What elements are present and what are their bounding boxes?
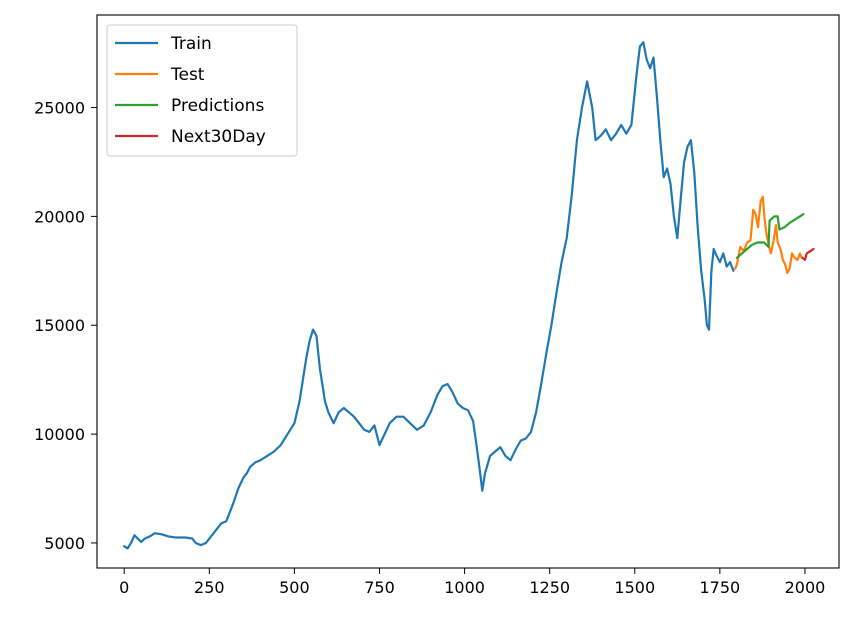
x-tick-label: 1250 [529,578,570,597]
x-tick-label: 1000 [444,578,485,597]
plot-frame [96,14,840,569]
legend-label-test: Test [170,65,205,85]
legend-label-predictions: Predictions [171,96,264,116]
series-line-next30day [801,247,815,261]
y-axis: 5000 10000 15000 20000 25000 [34,99,97,553]
x-tick-label: 2000 [785,578,826,597]
y-tick-label: 15000 [34,316,85,335]
y-tick-label: 25000 [34,99,85,118]
legend-box [106,24,298,157]
x-axis: 0 250 500 750 1000 1250 1500 1750 2000 [119,568,825,597]
y-tick-label: 5000 [44,534,85,553]
legend-label-train: Train [170,34,212,54]
x-tick-label: 250 [194,578,225,597]
x-tick-label: 750 [364,578,395,597]
legend-label-next30day: Next30Day [171,127,266,147]
x-tick-label: 500 [279,578,310,597]
series-line-test [734,195,803,275]
x-tick-label: 1750 [700,578,741,597]
y-tick-label: 10000 [34,425,85,444]
x-tick-label: 0 [119,578,129,597]
series-line-train [123,41,735,550]
series-layer [123,41,815,550]
series-line-predictions [735,213,805,259]
legend: Train Test Predictions Next30Day [106,24,298,157]
y-tick-label: 20000 [34,207,85,226]
x-tick-label: 1500 [614,578,655,597]
